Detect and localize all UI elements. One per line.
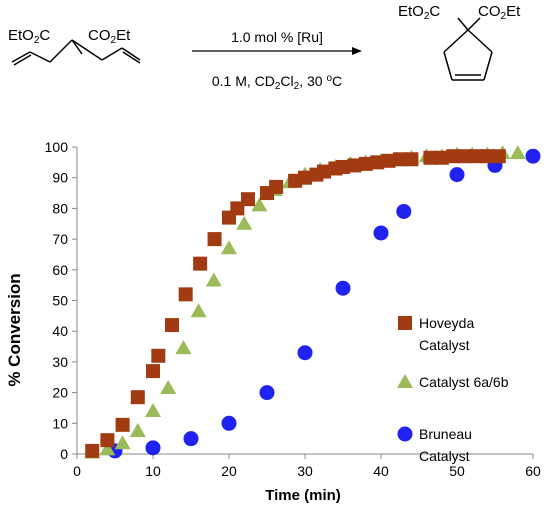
triangle-point	[251, 197, 268, 212]
y-tick-label: 30	[52, 354, 68, 370]
circle-point	[525, 148, 541, 164]
y-axis-label: % Conversion	[5, 273, 24, 386]
square-point	[469, 149, 483, 164]
square-point	[317, 164, 331, 179]
square-point	[178, 287, 193, 302]
x-tick-label: 10	[145, 463, 161, 479]
y-tick-label: 60	[52, 262, 68, 278]
circle-point	[373, 225, 389, 241]
legend-label-line2: Catalyst	[419, 337, 470, 353]
triangle-point	[129, 422, 146, 437]
square-point	[480, 149, 495, 164]
square-point	[241, 192, 255, 207]
x-tick-label: 0	[73, 463, 81, 479]
square-point	[298, 170, 312, 185]
triangle-point	[99, 441, 116, 456]
x-tick-label: 50	[449, 463, 465, 479]
product-ester-right: CO2Et	[478, 3, 521, 22]
square-point	[165, 318, 179, 333]
y-tick-label: 70	[52, 231, 68, 247]
y-tick-label: 20	[52, 385, 68, 401]
y-tick-label: 0	[60, 446, 68, 462]
circle-point	[449, 167, 465, 183]
legend-label: Catalyst 6a/6b	[419, 374, 509, 390]
circle-point	[335, 280, 351, 296]
y-tick-label: 100	[45, 139, 69, 155]
x-axis-label: Time (min)	[265, 487, 341, 504]
circle-point	[183, 431, 199, 447]
reactant-structure	[11, 39, 141, 66]
circle-point	[145, 440, 161, 456]
arrow-top-text: 1.0 mol % [Ru]	[231, 29, 323, 45]
x-tick-label: 20	[221, 463, 237, 479]
square-point	[358, 156, 373, 171]
square-point	[336, 159, 350, 174]
legend-square-marker	[398, 316, 412, 330]
square-point	[85, 443, 100, 458]
product-structure	[443, 17, 493, 81]
circle-point	[259, 385, 275, 401]
circle-point	[297, 345, 313, 361]
square-point	[115, 417, 130, 432]
x-tick-label: 60	[525, 463, 541, 479]
y-tick-label: 90	[52, 170, 68, 186]
square-point	[393, 152, 407, 167]
reactant-ester-left: EtO2C	[8, 27, 50, 46]
square-point	[434, 150, 449, 165]
legend-circle-marker	[397, 426, 413, 442]
square-point	[230, 201, 245, 216]
chart-ticks: 0 10 20 30 40 50 60 70 80 90 100 0 10 20 30 40 50 60	[45, 139, 541, 479]
square-point	[423, 150, 438, 165]
reaction-scheme: EtO2C CO2Et 1.0 mol % [Ru] 0.1 M, CD2Cl2…	[8, 3, 521, 92]
x-tick-label: 40	[373, 463, 389, 479]
y-tick-label: 40	[52, 323, 68, 339]
triangle-point	[205, 272, 222, 287]
triangle-point	[145, 403, 161, 418]
chart-marks	[84, 145, 541, 459]
reaction-arrow	[192, 47, 362, 55]
square-point	[193, 256, 208, 271]
triangle-point	[236, 215, 253, 230]
legend-label: Hoveyda	[419, 315, 474, 331]
product-ester-left: EtO2C	[398, 3, 440, 22]
square-point	[269, 179, 284, 194]
square-point	[446, 149, 461, 164]
arrow-bottom-text: 0.1 M, CD2Cl2, 30 oC	[212, 73, 342, 92]
square-point	[130, 390, 145, 405]
y-tick-label: 50	[52, 293, 68, 309]
triangle-point	[190, 303, 207, 318]
square-point	[146, 364, 160, 379]
square-point	[381, 153, 396, 168]
square-point	[404, 152, 419, 167]
square-point	[151, 348, 166, 363]
square-point	[370, 155, 385, 170]
triangle-point	[160, 379, 177, 394]
legend-label-line2: Catalyst	[419, 448, 470, 464]
legend-label: Bruneau	[419, 426, 472, 442]
triangle-point	[114, 435, 131, 450]
square-point	[100, 433, 115, 448]
circle-point	[221, 415, 237, 431]
x-tick-label: 30	[297, 463, 313, 479]
chart-legend: Hoveyda Catalyst Catalyst 6a/6b Bruneau Cata…	[397, 315, 509, 464]
square-point	[207, 232, 222, 247]
y-tick-label: 80	[52, 200, 68, 216]
y-tick-label: 10	[52, 415, 68, 431]
circle-point	[396, 203, 412, 219]
square-point	[491, 149, 506, 164]
chart-axes	[76, 147, 533, 455]
reactant-ester-right: CO2Et	[88, 27, 131, 46]
triangle-point	[175, 340, 192, 355]
square-point	[347, 158, 362, 173]
legend-triangle-marker	[397, 374, 413, 388]
conversion-chart: 0 10 20 30 40 50 60 70 80 90 100 0 10 20 30 40 50 60 Hove…	[5, 139, 541, 504]
triangle-point	[221, 240, 237, 255]
triangle-point	[509, 145, 526, 160]
square-point	[457, 149, 472, 164]
